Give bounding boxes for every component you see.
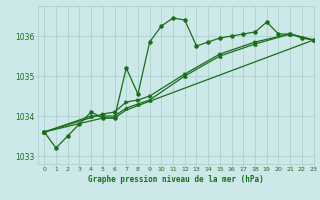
X-axis label: Graphe pression niveau de la mer (hPa): Graphe pression niveau de la mer (hPa)	[88, 175, 264, 184]
